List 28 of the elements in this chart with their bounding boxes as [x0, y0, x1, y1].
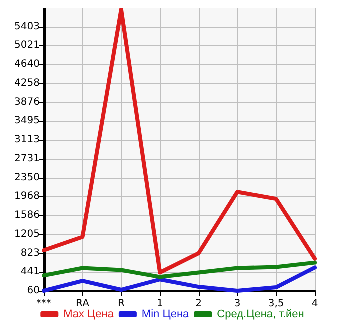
- legend-label: Min Цена: [142, 308, 190, 320]
- y-tick-label: 441: [20, 266, 40, 278]
- y-tick-label: 3876: [14, 96, 40, 108]
- y-tick-label: 3113: [14, 134, 40, 146]
- x-tick-label: 2: [196, 298, 202, 310]
- y-tick-label: 2350: [14, 172, 40, 184]
- y-tick-label: 823: [20, 248, 40, 259]
- legend-label: Max Цена: [64, 308, 115, 320]
- y-tick-label: 1586: [14, 210, 40, 222]
- y-tick-label: 1968: [14, 191, 40, 202]
- y-tick-label: 5403: [14, 21, 40, 32]
- line-series: [42, 260, 317, 280]
- legend-label: Сред.Цена, т.йен: [217, 308, 304, 320]
- y-tick-label: 2731: [14, 153, 40, 164]
- x-tick-label: ***: [36, 298, 52, 310]
- line-series: [42, 8, 317, 275]
- y-tick-label: 4258: [14, 78, 40, 89]
- y-tick-label: 3495: [14, 116, 40, 127]
- y-tick-label: 5021: [14, 40, 40, 52]
- x-tick-label: 4: [312, 298, 318, 310]
- y-tick-label: 60: [27, 286, 40, 296]
- x-tick-label: 3,5: [268, 298, 284, 310]
- y-tick-label: 4640: [14, 59, 40, 70]
- x-tick-label: 3: [234, 298, 241, 310]
- x-tick-label: 1: [156, 298, 164, 310]
- y-tick-label: 1205: [14, 228, 40, 240]
- x-tick-label: R: [118, 298, 125, 310]
- x-tick-label: RA: [76, 298, 90, 310]
